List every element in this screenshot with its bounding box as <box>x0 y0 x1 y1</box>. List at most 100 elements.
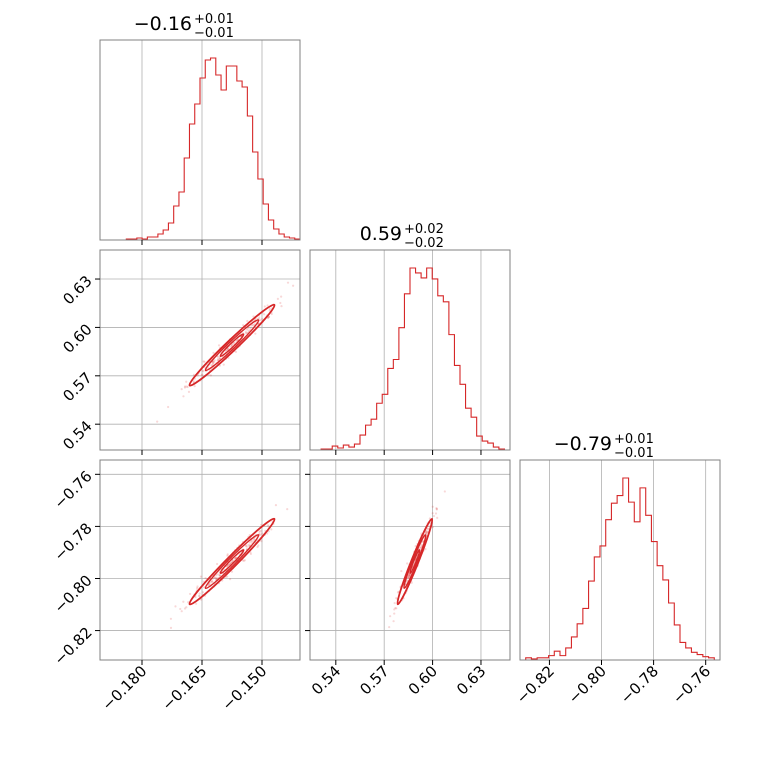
sample-point <box>407 574 411 577</box>
sample-point <box>431 512 434 515</box>
sample-point <box>431 505 434 508</box>
sample-point <box>258 529 261 533</box>
sample-point <box>204 577 207 580</box>
sample-point <box>217 344 221 347</box>
sample-point <box>198 595 201 598</box>
sample-point <box>215 576 218 579</box>
sample-point <box>424 532 428 535</box>
sample-point <box>226 553 229 556</box>
x-tick-label: −0.78 <box>617 662 662 707</box>
title-lower-error: −0.01 <box>614 446 654 461</box>
sample-point <box>167 405 170 409</box>
sample-point <box>279 301 282 305</box>
sample-point <box>198 594 201 597</box>
sample-point <box>408 573 411 576</box>
sample-point <box>226 564 229 568</box>
sample-point <box>247 329 250 333</box>
sample-point <box>260 532 264 535</box>
sample-point <box>218 573 221 577</box>
sample-point <box>185 380 188 383</box>
sample-point <box>169 617 173 620</box>
sample-point <box>234 557 237 560</box>
title-lower-error: −0.01 <box>194 26 234 41</box>
sample-point <box>201 373 204 376</box>
sample-point <box>212 360 216 364</box>
sample-point <box>156 420 159 423</box>
sample-point <box>246 319 249 323</box>
sample-point <box>270 312 273 316</box>
sample-point <box>215 577 218 580</box>
histogram-line <box>520 477 720 661</box>
sample-point <box>257 544 260 547</box>
sample-point <box>406 562 409 565</box>
sample-point <box>182 600 185 603</box>
sample-point <box>183 386 187 389</box>
sample-point <box>280 295 283 298</box>
sample-point <box>207 583 210 587</box>
sample-point <box>256 545 259 549</box>
pair-panel-2 <box>95 459 301 665</box>
title-value: −0.16 <box>134 13 192 35</box>
sample-point <box>183 607 187 610</box>
panel-title-1: −0.16 +0.01−0.01 <box>134 12 234 41</box>
contour-level-2 <box>403 534 427 589</box>
sample-point <box>266 524 269 527</box>
title-lower-error: −0.02 <box>404 236 444 251</box>
y-tick-label: 0.57 <box>59 369 95 405</box>
panel-title-3: −0.79 +0.01−0.01 <box>554 432 654 461</box>
sample-point <box>392 620 395 623</box>
sample-point <box>394 607 397 610</box>
sample-point <box>186 385 189 389</box>
sample-point <box>434 512 438 515</box>
sample-point <box>245 328 249 331</box>
x-tick-label: −0.150 <box>219 662 271 714</box>
title-value: 0.59 <box>360 223 402 245</box>
sample-point <box>211 362 215 365</box>
sample-point <box>216 573 219 576</box>
sample-point <box>179 607 182 611</box>
sample-point <box>195 602 198 605</box>
sample-point <box>200 598 203 601</box>
sample-point <box>245 545 249 548</box>
sample-point <box>407 574 410 578</box>
sample-point <box>212 362 215 365</box>
sample-point <box>198 592 201 595</box>
sample-point <box>244 330 247 333</box>
title-upper-error: +0.02 <box>404 222 444 237</box>
sample-point <box>250 324 253 327</box>
panel-frame <box>309 249 511 451</box>
sample-point <box>234 350 238 353</box>
sample-point <box>393 601 396 605</box>
sample-point <box>268 307 271 311</box>
sample-point <box>227 347 230 350</box>
x-tick-label: 0.54 <box>308 662 344 698</box>
x-tick-label: −0.82 <box>513 662 558 707</box>
sample-point <box>258 531 261 534</box>
sample-point <box>274 503 278 507</box>
x-tick-label: −0.76 <box>669 662 714 707</box>
y-tick-label: 0.54 <box>59 417 95 453</box>
sample-point <box>400 569 403 573</box>
sample-point <box>180 388 183 391</box>
sample-point <box>233 557 237 560</box>
x-tick-label: −0.165 <box>159 662 211 714</box>
sample-point <box>270 528 273 531</box>
sample-point <box>267 315 271 318</box>
panel-frame <box>309 459 511 661</box>
sample-point <box>201 591 205 594</box>
pair-content <box>156 281 295 423</box>
sample-point <box>183 385 187 388</box>
y-tick-label: −0.78 <box>50 519 95 564</box>
sample-point <box>193 385 196 388</box>
sample-point <box>195 586 199 590</box>
sample-point <box>435 507 438 511</box>
sample-point <box>194 595 197 599</box>
sample-point <box>407 573 410 576</box>
sample-point <box>396 591 400 594</box>
sample-point <box>259 533 262 536</box>
sample-point <box>230 560 233 564</box>
sample-point <box>406 576 410 579</box>
sample-point <box>185 606 188 609</box>
sample-point <box>210 364 213 367</box>
